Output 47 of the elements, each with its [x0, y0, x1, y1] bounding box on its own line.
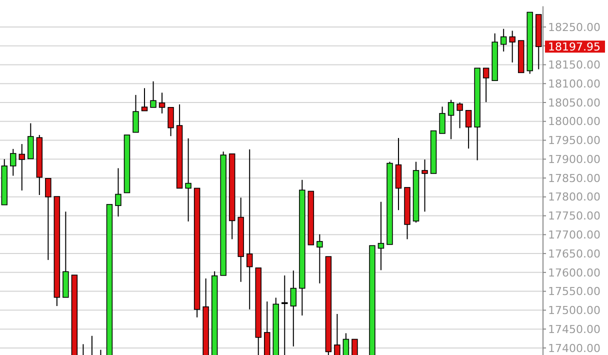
- candlestick: [316, 234, 323, 284]
- y-tick-label: 17900.00: [548, 152, 600, 166]
- candlestick: [158, 92, 166, 114]
- y-tick-label: 17450.00: [548, 322, 600, 336]
- y-tick-label: 17550.00: [548, 285, 600, 298]
- y-tick-label: 17800.00: [548, 190, 600, 204]
- y-tick-label: 18150.00: [548, 58, 600, 72]
- candlestick: [282, 274, 288, 355]
- candlestick: [141, 88, 148, 112]
- candlestick: [334, 313, 340, 355]
- candlestick: [18, 144, 26, 191]
- candlestick: [246, 148, 253, 310]
- y-tick-label: 17700.00: [548, 228, 600, 242]
- candlestick: [168, 106, 174, 137]
- candlestick: [342, 332, 350, 355]
- y-tick-label: 18050.00: [548, 96, 600, 110]
- y-tick-label: 17400.00: [548, 342, 600, 355]
- candlestick: [290, 270, 297, 347]
- candlestick: [352, 338, 358, 355]
- candlestick: [509, 30, 516, 63]
- y-tick-label: 17650.00: [548, 247, 600, 260]
- candlestick: [132, 94, 139, 133]
- candlestick: [185, 138, 192, 222]
- y-tick-label: 18250.00: [548, 20, 600, 34]
- candlestick: [500, 28, 507, 52]
- candlestick: [422, 159, 428, 212]
- candlestick: [482, 68, 490, 103]
- candlestick: [439, 106, 446, 134]
- candlestick: [264, 301, 270, 355]
- y-tick-label: 17850.00: [548, 172, 600, 185]
- y-tick-label: 17600.00: [548, 266, 600, 280]
- y-tick-label: 18100.00: [548, 77, 600, 90]
- y-tick-label: 17750.00: [548, 210, 600, 223]
- candlestick: [395, 137, 402, 211]
- candlestick: [456, 102, 463, 129]
- candlestick: [45, 178, 52, 260]
- candlestick: [150, 80, 156, 108]
- y-tick-label: 17500.00: [548, 304, 600, 318]
- candlestick: [115, 168, 122, 218]
- candlestick: [465, 110, 472, 150]
- candlestick: [378, 201, 384, 271]
- y-tick-label: 17950.00: [548, 134, 600, 148]
- text: 18197.95: [548, 40, 600, 54]
- y-tick-label: 18000.00: [548, 115, 600, 128]
- candlestick: [10, 148, 16, 176]
- candlestick: [28, 122, 34, 160]
- candlestick: [448, 99, 454, 140]
